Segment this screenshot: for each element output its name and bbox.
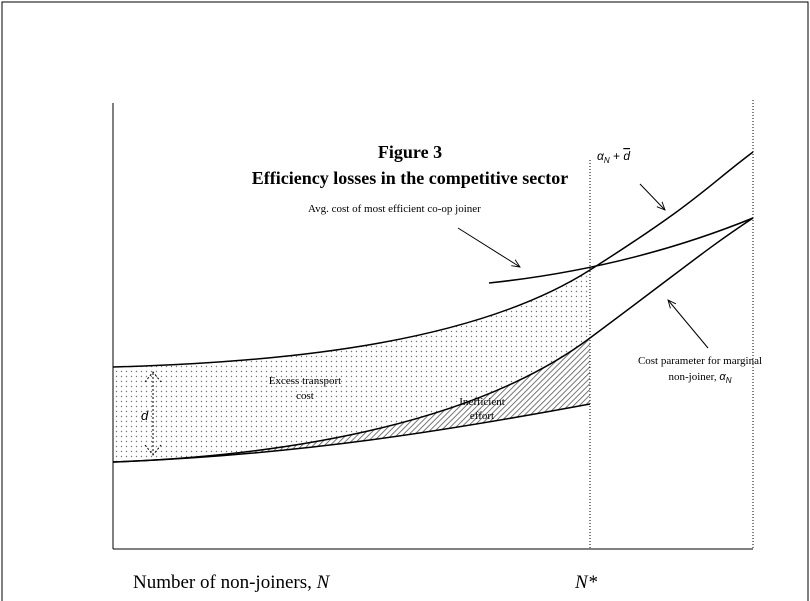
effort-region <box>113 338 590 462</box>
x-axis-label: Number of non-joiners, N <box>133 572 331 593</box>
lower-curve <box>112 403 591 463</box>
avg-cost-curve <box>488 217 754 284</box>
cost-param-label: Cost parameter for marginal <box>638 355 762 367</box>
alpha-curve <box>112 217 754 463</box>
upper-curve-label: αN + d <box>597 149 630 165</box>
cost-param-label: non-joiner, αN <box>669 371 732 385</box>
figure-number: Figure 3 <box>378 142 442 162</box>
arrow <box>457 227 520 267</box>
d-arrowheads <box>144 371 162 456</box>
excess-label: Excess transport <box>269 375 341 387</box>
avg-cost-label: Avg. cost of most efficient co-op joiner <box>308 203 481 215</box>
excess-label: cost <box>296 390 314 402</box>
figure-title: Efficiency losses in the competitive sec… <box>252 168 568 188</box>
arrow <box>639 183 665 210</box>
upper-curve <box>112 151 754 368</box>
d-label: d <box>141 408 149 423</box>
excess-region <box>113 270 590 462</box>
n-star-label: N* <box>574 572 598 593</box>
inefficient-label: effort <box>470 410 494 422</box>
inefficient-label: Inefficient <box>459 396 505 408</box>
arrow <box>668 300 709 349</box>
